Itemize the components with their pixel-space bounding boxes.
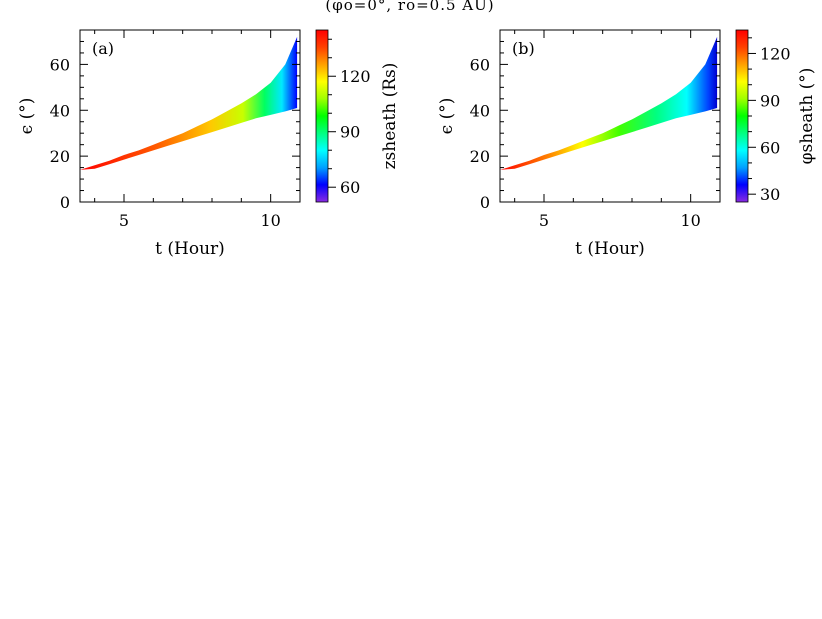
y-tick-label: 60 xyxy=(50,55,70,74)
colorbar-tick-label: 30 xyxy=(760,185,780,204)
x-tick-label: 10 xyxy=(260,211,280,230)
plot-frame xyxy=(499,29,721,203)
x-tick-label: 5 xyxy=(539,211,549,230)
x-axis-label: t (Hour) xyxy=(155,239,225,259)
data-area xyxy=(80,36,298,170)
colorbar-tick-label: 60 xyxy=(340,178,360,197)
figure-title: (φo=0°, ro=0.5 AU) xyxy=(325,0,494,14)
colorbar xyxy=(736,30,748,202)
panel-b: 5 10 0 20 40 60 t (Hour) ϵ (°) (b) 30 60 90 120 φshea… xyxy=(437,29,817,259)
panel-label: (a) xyxy=(92,39,114,58)
y-tick-label: 40 xyxy=(470,101,490,120)
colorbar-tick-label: 90 xyxy=(340,123,360,142)
data-area xyxy=(500,36,718,170)
y-tick-label: 20 xyxy=(470,147,490,166)
colorbar xyxy=(316,30,328,202)
y-tick-label: 0 xyxy=(60,193,70,212)
y-tick-label: 0 xyxy=(480,193,490,212)
colorbar-label: zsheath (Rs) xyxy=(380,63,400,170)
y-tick-label: 40 xyxy=(50,101,70,120)
colorbar-frame xyxy=(315,29,329,203)
colorbar-label: φsheath (°) xyxy=(797,68,817,165)
panel-label: (b) xyxy=(512,39,535,58)
panel-a: 5 10 0 20 40 60 t (Hour) ϵ (°) (a) 60 90 120 zsheath… xyxy=(17,29,400,259)
colorbar-tick-label: 60 xyxy=(760,138,780,157)
colorbar-tick-label: 90 xyxy=(760,91,780,110)
colorbar-tick-label: 120 xyxy=(760,44,791,63)
x-tick-label: 10 xyxy=(680,211,700,230)
y-axis-label: ϵ (°) xyxy=(437,98,457,135)
y-tick-label: 60 xyxy=(470,55,490,74)
y-axis-label: ϵ (°) xyxy=(17,98,37,135)
colorbar-tick-label: 120 xyxy=(340,67,371,86)
x-axis-label: t (Hour) xyxy=(575,239,645,259)
plot-frame xyxy=(79,29,301,203)
y-tick-label: 20 xyxy=(50,147,70,166)
x-tick-label: 5 xyxy=(119,211,129,230)
